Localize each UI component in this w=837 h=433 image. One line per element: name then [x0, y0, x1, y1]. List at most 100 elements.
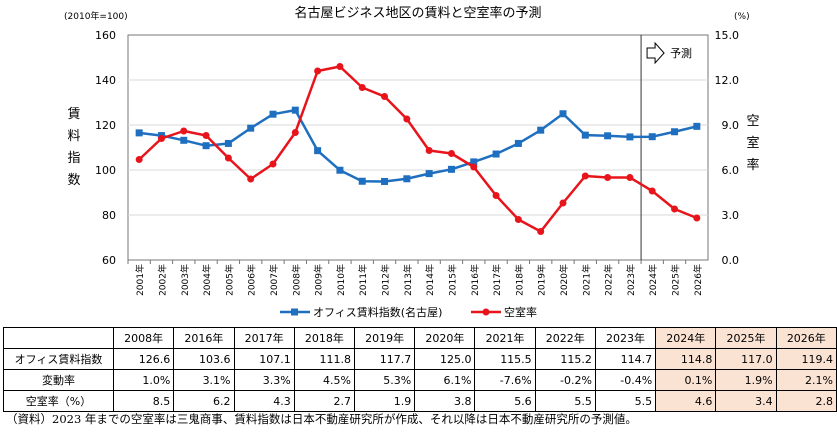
data-point-rent: [626, 133, 634, 141]
table-cell: 1.9: [353, 390, 416, 412]
right-axis-unit: (%): [734, 12, 750, 22]
legend-marker-vacancy: [482, 308, 490, 316]
table-header-cell: 2026年: [775, 327, 837, 349]
table-header-cell: 2021年: [474, 327, 536, 349]
data-point-rent: [202, 142, 210, 150]
legend-label-vacancy: 空室率: [504, 305, 537, 319]
left-axis-label-text: 賃料指数: [67, 107, 81, 188]
data-table: 2008年 2016年 2017年 2018年 2019年 2020年 2021年 2022年…: [2, 327, 837, 412]
x-tick-label: 2015年: [446, 264, 458, 296]
x-tick-label: 2003年: [179, 264, 191, 296]
table-header-cell: 2017年: [233, 327, 295, 349]
chart: 名古屋ビジネス地区の賃料と空室率の予測 (2010年=100) (%) 60 80…: [64, 5, 750, 319]
data-point-vacancy: [537, 228, 545, 235]
data-point-rent: [671, 128, 679, 136]
legend-marker-rent: [291, 308, 298, 316]
data-point-rent: [269, 110, 277, 118]
plot-frame: [127, 34, 709, 261]
data-point-vacancy: [135, 156, 143, 163]
x-tick-label: 2014年: [424, 264, 436, 296]
right-axis-label-text: 空室率: [746, 114, 760, 173]
table-cell: 6.2: [173, 390, 235, 412]
data-point-rent: [403, 175, 411, 183]
table-cell: 111.8: [293, 348, 355, 370]
table-header-cell: 2023年: [594, 327, 657, 349]
table-cell: 1.0%: [113, 369, 175, 391]
table-cell: 107.1: [233, 348, 295, 370]
table-cell: 4.3: [233, 390, 295, 412]
data-point-rent: [180, 136, 188, 144]
right-axis: 0.0 3.0 6.0 9.0 12.0 15.0: [715, 29, 740, 267]
data-point-rent: [470, 158, 478, 166]
table-header-cell: 2019年: [353, 327, 416, 349]
table-cell: -0.2%: [534, 369, 596, 391]
data-point-rent: [537, 126, 545, 134]
chart-title: 名古屋ビジネス地区の賃料と空室率の予測: [294, 5, 541, 21]
x-tick-label: 2013年: [402, 264, 414, 296]
data-point-vacancy: [381, 93, 389, 100]
table-header-cell: 2020年: [414, 327, 476, 349]
data-point-rent: [648, 133, 656, 141]
data-point-vacancy: [447, 150, 455, 157]
table-cell: 125.0: [414, 348, 476, 370]
data-point-vacancy: [202, 132, 210, 139]
x-tick-label: 2004年: [201, 264, 213, 296]
right-tick-label: 12.0: [715, 74, 740, 87]
data-point-rent: [514, 139, 522, 147]
data-point-vacancy: [648, 187, 656, 195]
table-cell: 3.4: [715, 390, 777, 412]
table-header-cell: 2025年: [715, 327, 777, 349]
right-tick-label: 3.0: [722, 209, 740, 222]
x-tick-label: 2022年: [603, 264, 615, 296]
x-tick-label: 2011年: [357, 264, 369, 296]
x-tick-label: 2016年: [469, 264, 481, 296]
table-cell: 4.6: [655, 390, 717, 412]
table-row-label: オフィス賃料指数: [2, 348, 115, 370]
table-cell: 119.4: [775, 348, 837, 370]
data-point-vacancy: [514, 216, 522, 223]
data-point-rent: [291, 106, 299, 114]
x-tick-label: 2009年: [313, 264, 325, 296]
forecast-arrow-icon: [646, 41, 665, 65]
forecast-label: 予測: [670, 46, 692, 60]
table-header-cell: 2016年: [173, 327, 235, 349]
data-point-rent: [447, 165, 455, 173]
x-tick-label: 2026年: [692, 264, 704, 296]
table-cell: 114.8: [655, 348, 717, 370]
forecast-marker: 予測: [640, 35, 692, 260]
data-point-vacancy: [180, 127, 188, 135]
table-cell: 2.8: [775, 390, 837, 412]
data-point-vacancy: [336, 63, 344, 70]
x-tick-label: 2021年: [580, 264, 592, 296]
series-line-0: [139, 108, 698, 183]
table-cell: 2.7: [293, 390, 355, 412]
table-cell: 5.5: [534, 390, 596, 412]
table-cell: 0.1%: [655, 369, 717, 391]
data-point-rent: [358, 177, 366, 185]
x-tick-label: 2006年: [246, 264, 258, 296]
data-point-vacancy: [157, 135, 165, 142]
table-cell: 117.0: [715, 348, 777, 370]
table-cell: 5.6: [474, 390, 536, 412]
data-point-rent: [336, 166, 344, 174]
table-cell: 1.9%: [715, 369, 777, 391]
x-tick-label: 2001年: [134, 264, 146, 296]
data-point-rent: [693, 122, 701, 130]
data-point-vacancy: [671, 205, 679, 213]
data-point-rent: [492, 150, 500, 158]
table-cell: 114.7: [594, 348, 657, 370]
right-tick-label: 6.0: [722, 164, 740, 177]
table-row: 空室率（%） 8.5 6.2 4.3 2.7 1.9 3.8 5.6 5.5 5.5 4.6 3.4 2…: [2, 390, 837, 412]
data-point-vacancy: [425, 147, 433, 154]
data-point-rent: [604, 132, 612, 140]
data-point-vacancy: [581, 172, 589, 180]
table-row: オフィス賃料指数 126.6 103.6 107.1 111.8 117.7 125.0 11…: [2, 348, 837, 370]
x-tick-label: 2018年: [513, 264, 525, 296]
table-header-row: 2008年 2016年 2017年 2018年 2019年 2020年 2021年 2022年…: [2, 327, 837, 349]
data-point-vacancy: [626, 174, 634, 181]
table-cell: -0.4%: [594, 369, 657, 391]
table-header-cell: 2008年: [113, 327, 175, 349]
table-header-cell: 2024年: [655, 327, 717, 349]
x-tick-label: 2019年: [536, 264, 548, 296]
left-axis: 60 80 100 120 140 160: [95, 29, 116, 267]
